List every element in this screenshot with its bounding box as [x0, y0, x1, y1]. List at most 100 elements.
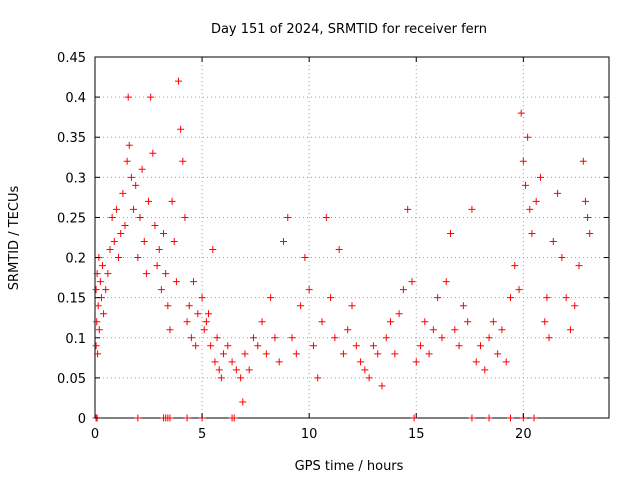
x-axis-ticks: 0 5 10 15 20: [91, 57, 532, 442]
data-point: [157, 286, 165, 294]
data-point: [190, 278, 198, 286]
data-point: [239, 398, 247, 406]
data-point: [177, 125, 185, 133]
data-point: [183, 414, 191, 422]
data-point: [438, 334, 446, 342]
data-point: [549, 238, 557, 246]
data-point: [498, 326, 506, 334]
y-tick-label: 0.45: [57, 51, 86, 66]
data-point: [477, 342, 484, 350]
data-point: [502, 358, 510, 366]
data-point: [94, 302, 102, 310]
data-point: [395, 310, 403, 318]
data-point: [335, 246, 343, 254]
data-point: [562, 294, 570, 302]
data-point: [267, 294, 275, 302]
data-point: [434, 294, 442, 302]
data-point: [421, 318, 429, 326]
data-point: [198, 294, 206, 302]
y-axis-label: SRMTID / TECUs: [7, 186, 22, 291]
y-tick-label: 0.05: [57, 372, 86, 387]
y-axis-ticks: 0 0.05 0.1 0.15 0.2 0.25 0.3 0.35 0.4 0.45: [57, 51, 609, 427]
data-point: [382, 334, 390, 342]
data-point: [536, 173, 544, 181]
data-point: [279, 238, 287, 246]
data-point: [194, 310, 202, 318]
data-point: [183, 318, 191, 326]
data-point: [511, 262, 519, 270]
data-point: [220, 350, 227, 358]
x-tick-label: 10: [301, 427, 318, 442]
data-point: [322, 213, 330, 221]
data-point: [164, 302, 172, 310]
data-point: [481, 366, 489, 374]
data-point: [468, 205, 476, 213]
data-point: [571, 302, 579, 310]
data-point: [211, 358, 219, 366]
data-point: [106, 246, 114, 254]
data-point: [205, 310, 213, 318]
data-point: [136, 213, 144, 221]
data-point: [447, 229, 455, 237]
data-point: [357, 358, 365, 366]
data-point: [262, 350, 270, 358]
x-tick-label: 15: [408, 427, 425, 442]
data-point: [160, 229, 168, 237]
data-point: [155, 246, 163, 254]
data-point: [292, 350, 300, 358]
data-point: [318, 318, 326, 326]
data-point: [528, 229, 536, 237]
data-point: [175, 77, 183, 85]
data-point: [489, 318, 497, 326]
y-tick-label: 0.3: [65, 171, 86, 186]
y-tick-label: 0.25: [57, 211, 86, 226]
data-point: [181, 213, 189, 221]
data-point: [271, 334, 279, 342]
data-point: [575, 262, 583, 270]
grid-lines: [95, 57, 609, 418]
data-point: [98, 262, 106, 270]
data-point: [301, 254, 309, 262]
data-point: [228, 358, 236, 366]
data-point: [147, 93, 155, 101]
data-point: [468, 414, 476, 422]
data-point: [378, 382, 386, 390]
data-point: [241, 350, 249, 358]
data-point: [124, 93, 132, 101]
data-point: [95, 326, 103, 334]
data-point: [170, 238, 178, 246]
data-point: [485, 414, 493, 422]
x-tick-label: 0: [91, 427, 99, 442]
data-point: [254, 342, 262, 350]
data-point: [361, 366, 369, 374]
data-point: [100, 310, 108, 318]
chart-title: Day 151 of 2024, SRMTID for receiver fer…: [211, 22, 487, 37]
data-point: [519, 157, 527, 165]
data-point: [412, 358, 420, 366]
data-point: [96, 278, 104, 286]
data-point: [429, 326, 437, 334]
data-point: [417, 342, 425, 350]
data-point: [530, 414, 538, 422]
data-point: [119, 189, 127, 197]
data-point: [581, 197, 589, 205]
data-point: [408, 278, 416, 286]
data-point: [93, 318, 101, 326]
data-point: [134, 254, 142, 262]
y-tick-label: 0.35: [57, 131, 86, 146]
y-tick-label: 0: [78, 412, 86, 427]
data-point: [442, 278, 450, 286]
data-point: [288, 334, 296, 342]
data-point: [132, 181, 140, 189]
data-point: [558, 254, 566, 262]
data-point: [134, 414, 142, 422]
data-point: [258, 318, 266, 326]
data-point: [123, 157, 131, 165]
data-point: [207, 342, 215, 350]
data-point: [125, 141, 133, 149]
data-point: [117, 229, 125, 237]
data-point: [168, 197, 176, 205]
data-point: [344, 326, 352, 334]
data-point: [464, 318, 472, 326]
x-tick-label: 20: [515, 427, 532, 442]
